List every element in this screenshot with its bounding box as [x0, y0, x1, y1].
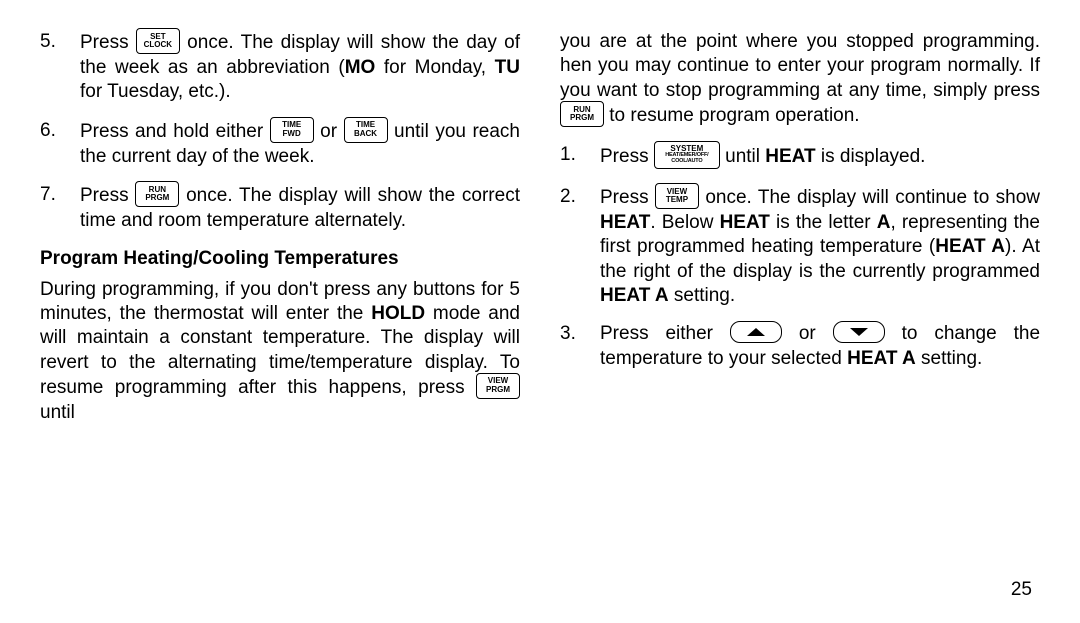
list-item-number: 7.: [40, 183, 80, 233]
bold-text: HEAT: [765, 146, 815, 167]
bold-text: MO: [345, 57, 376, 78]
bold-text: HEAT: [720, 212, 770, 233]
button-key-icon: TIMEFWD: [270, 117, 314, 143]
arrow-up-key-icon: [730, 321, 782, 343]
list-item: 3.Press either or to change the temperat…: [560, 322, 1040, 371]
page-columns: 5.Press SETCLOCK once. The display will …: [0, 0, 1080, 590]
list-item-text: Press either or to change the temperatur…: [600, 322, 1040, 371]
bold-text: HEAT: [600, 212, 650, 233]
bold-text: HEAT A: [600, 285, 669, 306]
page-number: 25: [1011, 579, 1032, 601]
list-item-number: 5.: [40, 30, 80, 105]
button-key-icon: RUNPRGM: [560, 101, 604, 127]
bold-text: HEAT A: [935, 236, 1005, 257]
list-item-text: Press VIEWTEMP once. The display will co…: [600, 185, 1040, 308]
button-key-icon: RUNPRGM: [135, 181, 179, 207]
list-item-text: Press and hold either TIMEFWD or TIMEBAC…: [80, 119, 520, 169]
bold-text: HOLD: [371, 303, 425, 324]
list-item: 1.Press SYSTEMHEAT/EMER/OFF/COOL/AUTO un…: [560, 143, 1040, 171]
button-key-icon: TIMEBACK: [344, 117, 388, 143]
right-ordered-list: 1.Press SYSTEMHEAT/EMER/OFF/COOL/AUTO un…: [560, 143, 1040, 371]
arrow-down-key-icon: [833, 321, 885, 343]
section-heading: Program Heating/Cooling Temperatures: [40, 247, 520, 271]
button-key-icon: SETCLOCK: [136, 28, 180, 54]
right-column: you are at the point where you stopped p…: [560, 30, 1040, 590]
left-column: 5.Press SETCLOCK once. The display will …: [40, 30, 520, 590]
list-item: 7.Press RUNPRGM once. The display will s…: [40, 183, 520, 233]
list-item-number: 2.: [560, 185, 600, 308]
list-item: 6.Press and hold either TIMEFWD or TIMEB…: [40, 119, 520, 169]
left-ordered-list: 5.Press SETCLOCK once. The display will …: [40, 30, 520, 233]
list-item-number: 1.: [560, 143, 600, 171]
list-item-text: Press RUNPRGM once. The display will sho…: [80, 183, 520, 233]
bold-text: TU: [495, 57, 520, 78]
list-item: 2.Press VIEWTEMP once. The display will …: [560, 185, 1040, 308]
bold-text: HEAT A: [847, 348, 916, 369]
list-item-number: 3.: [560, 322, 600, 371]
list-item-text: Press SETCLOCK once. The display will sh…: [80, 30, 520, 105]
list-item-text: Press SYSTEMHEAT/EMER/OFF/COOL/AUTO unti…: [600, 143, 1040, 171]
list-item: 5.Press SETCLOCK once. The display will …: [40, 30, 520, 105]
left-paragraph: During programming, if you don't press a…: [40, 278, 520, 426]
system-key-icon: SYSTEMHEAT/EMER/OFF/COOL/AUTO: [654, 141, 720, 169]
button-key-icon: VIEWPRGM: [476, 373, 520, 399]
bold-text: A: [877, 212, 891, 233]
list-item-number: 6.: [40, 119, 80, 169]
button-key-icon: VIEWTEMP: [655, 183, 699, 209]
right-top-paragraph: you are at the point where you stopped p…: [560, 30, 1040, 129]
